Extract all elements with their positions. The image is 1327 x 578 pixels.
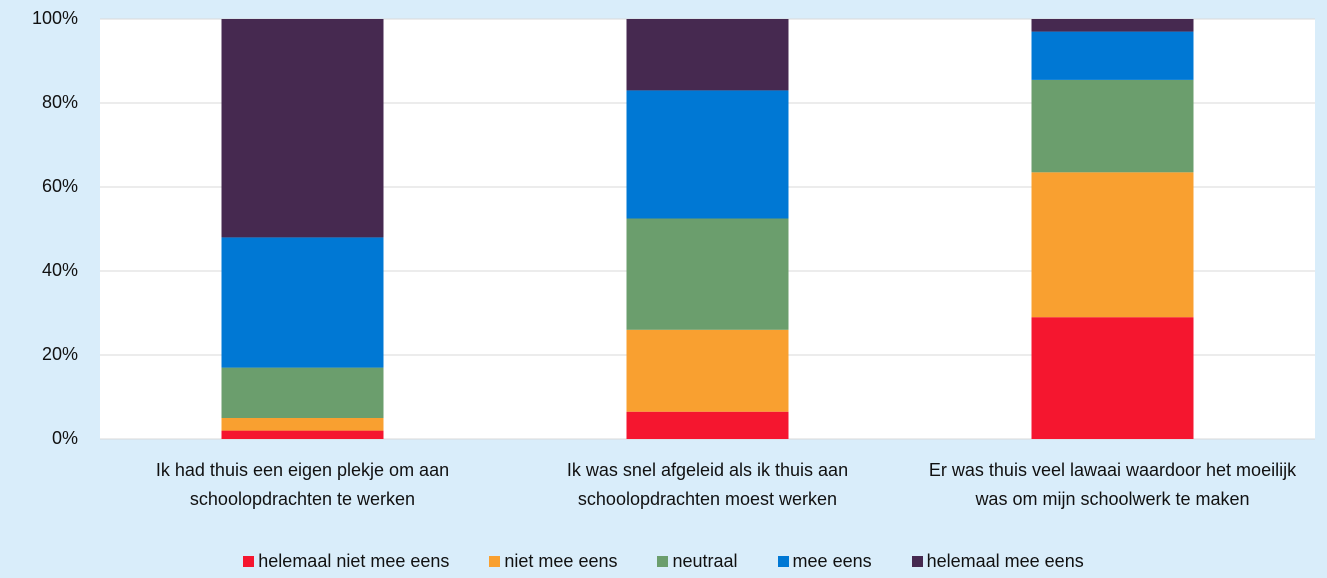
legend-item: niet mee eens xyxy=(489,551,617,572)
bar-segment xyxy=(221,367,384,418)
legend-label: neutraal xyxy=(672,551,738,571)
x-tick-label: Ik had thuis een eigen plekje om aan sch… xyxy=(155,460,450,509)
legend: helemaal niet mee eens niet mee eens neutr… xyxy=(0,551,1327,572)
bar-segment xyxy=(221,19,384,238)
legend-label: mee eens xyxy=(792,551,872,571)
bar-segment xyxy=(626,218,789,330)
legend-swatch xyxy=(911,556,923,567)
bar-segment xyxy=(1031,317,1194,439)
bar-segment xyxy=(221,237,384,368)
legend-label: helemaal mee eens xyxy=(926,551,1084,571)
y-tick-label: 20% xyxy=(42,344,78,364)
y-tick-label: 80% xyxy=(42,92,78,112)
legend-item: helemaal mee eens xyxy=(911,551,1084,572)
bar-segment xyxy=(626,329,789,412)
bar-segment xyxy=(626,90,789,219)
legend-swatch xyxy=(777,556,789,567)
bar-segment xyxy=(626,19,789,91)
y-tick-label: 0% xyxy=(52,428,78,448)
legend-item: mee eens xyxy=(777,551,872,572)
bar-segment xyxy=(221,430,384,439)
y-tick-label: 100% xyxy=(32,8,78,28)
legend-label: niet mee eens xyxy=(504,551,618,571)
legend-swatch xyxy=(489,556,501,567)
legend-item: helemaal niet mee eens xyxy=(243,551,449,572)
bar-segment xyxy=(1031,79,1194,173)
x-tick-label: Ik was snel afgeleid als ik thuis aan sc… xyxy=(566,460,849,509)
bar-segment xyxy=(1031,172,1194,318)
bar-segment xyxy=(221,418,384,431)
x-tick-label: Er was thuis veel lawaai waardoor het mo… xyxy=(928,460,1297,509)
bar-segment xyxy=(626,411,789,439)
legend-label: helemaal niet mee eens xyxy=(258,551,450,571)
legend-swatch xyxy=(243,556,255,567)
y-tick-label: 60% xyxy=(42,176,78,196)
y-tick-label: 40% xyxy=(42,260,78,280)
bar-segment xyxy=(1031,31,1194,80)
legend-swatch xyxy=(657,556,669,567)
legend-item: neutraal xyxy=(657,551,738,572)
bar-segment xyxy=(1031,19,1194,32)
